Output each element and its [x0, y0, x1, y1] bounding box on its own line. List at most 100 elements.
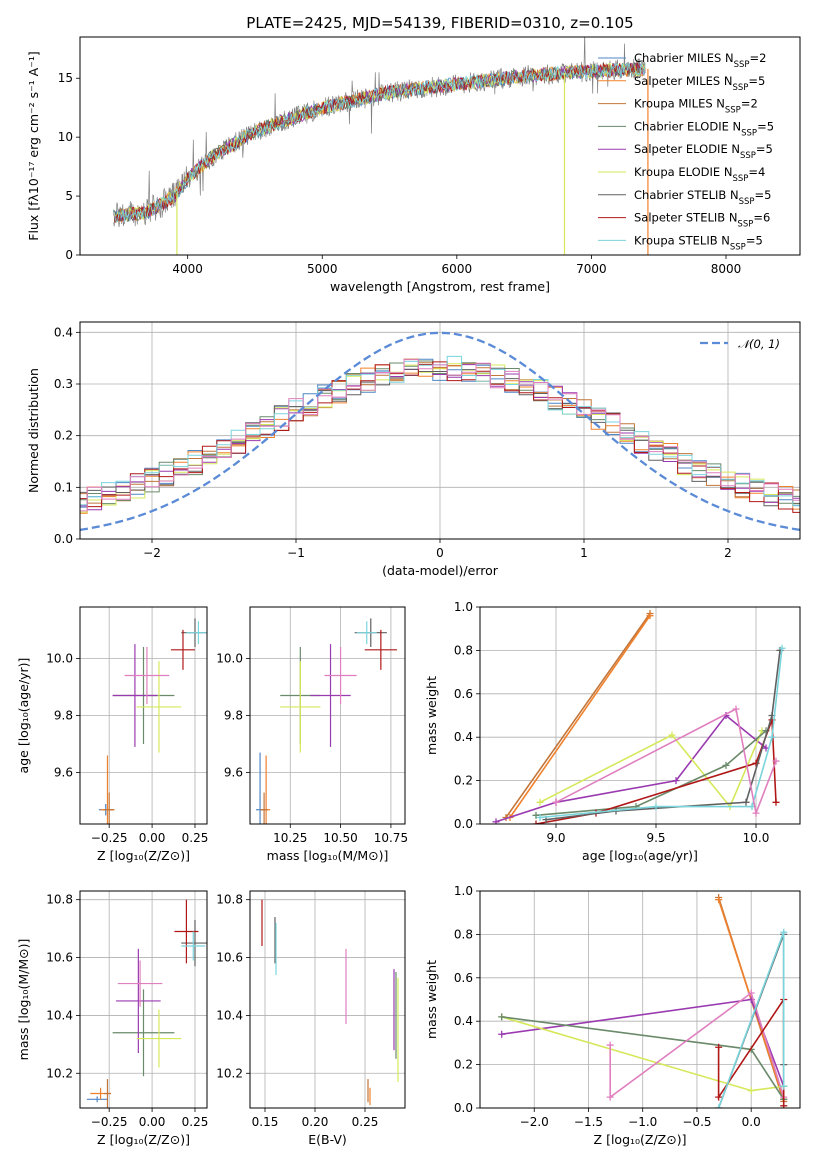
y-axis-label: Flux [fλ10⁻¹⁷ erg cm⁻² s⁻¹ A⁻¹] — [26, 51, 41, 240]
residual-histogram — [80, 358, 800, 508]
legend-entry: Chabrier MILES NSSP=2 — [634, 51, 766, 70]
y-tick-label: 9.6 — [224, 766, 243, 780]
errorbar-plot — [261, 899, 399, 1106]
weight-marker — [668, 731, 676, 739]
y-tick-label: 0.2 — [54, 429, 73, 443]
x-axis-label: Z [log₁₀(Z/Z⊙)] — [97, 1132, 190, 1147]
errorbar-point — [186, 621, 207, 645]
y-tick-label: 10.8 — [216, 893, 243, 907]
x-tick-label: 0 — [436, 546, 444, 560]
x-tick-label: −0.25 — [91, 1115, 128, 1129]
x-axis-label: age [log₁₀(age/yr)] — [582, 848, 698, 863]
legend-entry: Kroupa MILES NSSP=2 — [634, 97, 758, 116]
weight-marker — [715, 896, 723, 904]
mass-vs-extinction-panel: 0.15 0.20 0.25 10.2 10.4 10.6 10.8 E(B-V) — [216, 890, 406, 1147]
x-tick-label: 0.0 — [742, 1115, 761, 1129]
y-axis-label: mass weight — [424, 676, 439, 755]
y-tick-label: 9.6 — [54, 766, 73, 780]
errorbar-point — [112, 989, 175, 1077]
y-tick-label: 1.0 — [454, 600, 473, 614]
x-axis-label: E(B-V) — [308, 1132, 347, 1147]
weight-marker — [498, 1013, 506, 1021]
legend-subscript: SSP — [732, 174, 748, 184]
weight-marker — [536, 798, 544, 806]
weight-marker — [606, 1041, 614, 1049]
legend-subscript: SSP — [741, 128, 757, 138]
weight-marker — [536, 813, 544, 821]
legend-subscript: SSP — [725, 106, 741, 116]
x-tick-label: 6000 — [442, 262, 473, 276]
axes-frame — [79, 36, 801, 256]
errorbar-point — [364, 629, 397, 670]
legend-subscript: SSP — [734, 60, 750, 70]
weight-marker — [606, 1093, 614, 1101]
errorbar-point — [117, 960, 163, 1007]
errorbar-plot — [86, 899, 207, 1108]
x-tick-label: 2 — [724, 546, 732, 560]
weight-marker — [772, 798, 780, 806]
observed-spectrum-line — [113, 37, 646, 228]
residual-histogram — [80, 360, 800, 505]
legend-entry: 𝒩(0, 1) — [738, 337, 780, 351]
errorbar-point — [124, 646, 170, 705]
residuals-plot — [80, 331, 800, 532]
residual-histogram — [80, 361, 800, 513]
weight-series-line — [505, 613, 651, 818]
y-tick-label: 0 — [65, 248, 73, 262]
weight-marker — [742, 798, 750, 806]
errorbar-point — [181, 919, 207, 967]
y-tick-label: 10.2 — [216, 1066, 243, 1080]
x-tick-label: 4000 — [172, 262, 203, 276]
weight-marker — [722, 761, 730, 769]
errorbar-point — [324, 646, 357, 705]
y-axis-label: mass weight — [424, 960, 439, 1039]
weight-marker — [498, 1030, 506, 1038]
normal-distribution-curve — [80, 331, 800, 532]
y-tick-label: 10.4 — [216, 1008, 243, 1022]
y-axis-label: Normed distribution — [26, 368, 41, 493]
y-tick-label: 0.0 — [454, 817, 473, 831]
errorbar-point — [136, 1009, 182, 1068]
x-tick-label: 0.00 — [139, 831, 166, 845]
x-tick-label: −0.5 — [682, 1115, 711, 1129]
legend-subscript: SSP — [730, 242, 746, 252]
weight-series-line — [539, 730, 763, 809]
y-tick-label: 10.2 — [46, 1066, 73, 1080]
weight-marker — [672, 777, 680, 785]
weight-marker — [778, 644, 786, 652]
model-spectrum-line — [113, 62, 646, 223]
age-vs-metallicity-panel: −0.25 0.00 0.25 9.6 9.8 10.0 Z [log₁₀(Z/Z⊙)] ag… — [16, 606, 209, 863]
axes-frame — [79, 321, 801, 540]
errorbar-point — [104, 1079, 111, 1108]
axes-frame — [479, 890, 801, 1109]
legend-entry: Kroupa STELIB NSSP=5 — [634, 233, 763, 252]
x-axis-label: mass [log₁₀(M/M⊙)] — [267, 848, 389, 863]
y-tick-label: 0.4 — [454, 1014, 473, 1028]
mass-vs-metallicity-panel: −0.25 0.00 0.25 10.2 10.4 10.6 10.8 Z [log₁₀(Z/… — [16, 890, 208, 1147]
y-tick-label: 0.4 — [454, 730, 473, 744]
x-tick-label: 10.25 — [273, 831, 307, 845]
weight-marker — [552, 798, 560, 806]
y-tick-label: 10.4 — [46, 1008, 73, 1022]
x-tick-label: 7000 — [576, 262, 607, 276]
x-tick-label: −1.0 — [628, 1115, 657, 1129]
errorbar-point — [310, 644, 351, 747]
errorbar-point — [116, 948, 161, 1054]
x-tick-label: 0.25 — [182, 831, 209, 845]
y-tick-label: 0.6 — [454, 971, 473, 985]
weight-marker — [780, 1102, 788, 1108]
residual-histogram — [80, 358, 800, 504]
y-tick-label: 10.6 — [46, 951, 73, 965]
y-tick-label: 0.4 — [54, 325, 73, 339]
axes-frame — [79, 890, 208, 1109]
y-tick-label: 0.2 — [454, 774, 473, 788]
axes-frame — [249, 606, 406, 825]
errorbar-point — [86, 1096, 108, 1103]
y-tick-label: 0.6 — [454, 687, 473, 701]
errorbar-point — [104, 792, 115, 824]
age-vs-mass-panel: 10.25 10.50 10.75 9.6 9.8 10.0 mass [log₁₀(M/M… — [216, 606, 408, 863]
spectrum-plot — [113, 37, 649, 255]
x-tick-label: 8000 — [711, 262, 742, 276]
residual-histogram — [80, 363, 800, 513]
weight-marker — [768, 733, 776, 741]
